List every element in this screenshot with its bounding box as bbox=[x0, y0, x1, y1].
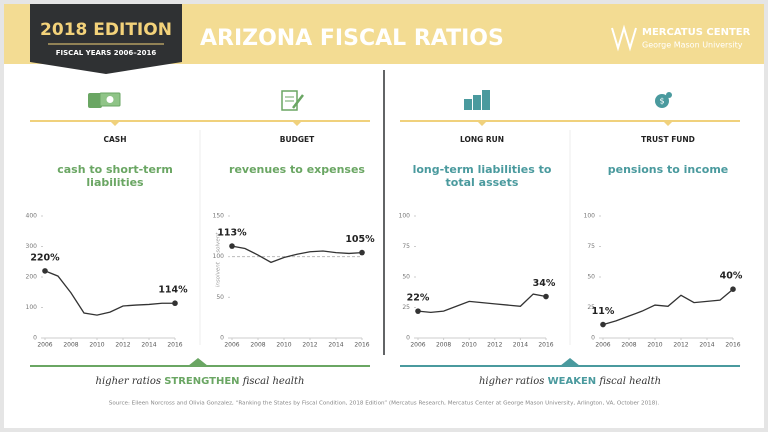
x-tick-label: 2012 bbox=[302, 342, 317, 349]
footer-notch bbox=[188, 358, 208, 366]
value-label: 114% bbox=[158, 285, 188, 296]
x-tick-label: 2010 bbox=[647, 342, 662, 349]
axis-annotation: insolvent bbox=[216, 261, 222, 287]
x-tick-label: 2016 bbox=[725, 342, 740, 349]
y-tick-label: 100 bbox=[213, 253, 225, 260]
y-tick-label: 50 bbox=[216, 294, 224, 301]
chart-subtitle: cash to short-term liabilities bbox=[57, 163, 173, 189]
y-tick-label: 100 bbox=[584, 213, 596, 220]
chart-title: BUDGET bbox=[280, 135, 315, 144]
x-tick-label: 2016 bbox=[538, 342, 553, 349]
y-tick-label: 0 bbox=[220, 335, 224, 342]
x-tick-label: 2006 bbox=[595, 342, 610, 349]
y-tick-label: 100 bbox=[399, 213, 411, 220]
x-tick-label: 2014 bbox=[513, 342, 528, 349]
y-tick-label: 0 bbox=[33, 335, 37, 342]
data-point bbox=[730, 286, 736, 293]
y-tick-label: 25 bbox=[402, 304, 410, 311]
data-point bbox=[42, 268, 48, 274]
data-point bbox=[229, 243, 235, 249]
footer-notch bbox=[560, 358, 580, 366]
x-tick-label: 2014 bbox=[328, 342, 343, 349]
x-tick-label: 2006 bbox=[410, 342, 425, 349]
cash-icon bbox=[88, 92, 121, 108]
x-tick-label: 2016 bbox=[354, 342, 369, 349]
data-point bbox=[600, 321, 606, 328]
y-tick-label: 400 bbox=[26, 213, 38, 220]
x-tick-label: 2012 bbox=[673, 342, 688, 349]
chart-subtitle: pensions to income bbox=[607, 163, 729, 176]
chart-title: LONG RUN bbox=[460, 135, 504, 144]
footer-post: fiscal health bbox=[242, 376, 305, 387]
data-point bbox=[543, 293, 549, 300]
trust-fund-icon: $ bbox=[655, 92, 672, 108]
value-label: 113% bbox=[217, 228, 247, 239]
x-tick-label: 2008 bbox=[250, 342, 265, 349]
footer-emph: WEAKEN bbox=[548, 376, 597, 387]
footer-post: fiscal health bbox=[598, 376, 661, 387]
x-tick-label: 2006 bbox=[224, 342, 239, 349]
edition: 2018 EDITION bbox=[40, 20, 172, 40]
y-tick-label: 25 bbox=[587, 304, 595, 311]
data-point bbox=[415, 308, 421, 314]
budget-icon bbox=[281, 90, 304, 111]
data-point bbox=[359, 249, 365, 256]
chart-subtitle: revenues to expenses bbox=[229, 163, 365, 176]
footer-pre: higher ratios bbox=[479, 376, 544, 387]
x-tick-label: 2014 bbox=[699, 342, 714, 349]
data-line bbox=[602, 288, 734, 326]
value-label: 40% bbox=[720, 271, 743, 282]
svg-text:$: $ bbox=[659, 97, 664, 106]
data-line bbox=[417, 293, 547, 314]
source: Source: Eileen Norcross and Olivia Gonza… bbox=[109, 401, 660, 407]
logo-mark bbox=[611, 24, 637, 52]
x-tick-label: 2010 bbox=[276, 342, 291, 349]
value-label: 220% bbox=[30, 252, 60, 263]
chart-subtitle: long-term liabilities to total assets bbox=[412, 163, 552, 189]
long-run-icon bbox=[464, 90, 490, 110]
y-tick-label: 300 bbox=[26, 243, 38, 250]
org-sub: George Mason University bbox=[642, 41, 743, 50]
y-tick-label: 50 bbox=[587, 274, 595, 281]
footer-right: higher ratios WEAKEN fiscal health bbox=[479, 376, 661, 388]
x-tick-label: 2008 bbox=[436, 342, 451, 349]
x-tick-label: 2012 bbox=[115, 342, 130, 349]
y-tick-label: 75 bbox=[402, 243, 410, 250]
data-line bbox=[44, 270, 175, 316]
axis-annotation: solvent bbox=[216, 232, 222, 253]
y-tick-label: 150 bbox=[213, 213, 225, 220]
value-label: 34% bbox=[533, 278, 556, 289]
value-label: 22% bbox=[407, 293, 430, 304]
value-label: 105% bbox=[345, 234, 375, 245]
y-tick-label: 200 bbox=[26, 274, 38, 281]
y-tick-label: 0 bbox=[406, 335, 410, 342]
y-tick-label: 0 bbox=[591, 335, 595, 342]
chart-title: TRUST FUND bbox=[641, 135, 695, 144]
x-tick-label: 2010 bbox=[89, 342, 104, 349]
years: FISCAL YEARS 2006–2016 bbox=[56, 49, 157, 57]
footer-pre: higher ratios bbox=[96, 376, 161, 387]
y-tick-label: 100 bbox=[26, 304, 38, 311]
data-line bbox=[231, 245, 363, 264]
x-tick-label: 2006 bbox=[37, 342, 52, 349]
footer-emph: STRENGTHEN bbox=[164, 376, 239, 387]
page-title: ARIZONA FISCAL RATIOS bbox=[200, 26, 504, 51]
footer-left: higher ratios STRENGTHEN fiscal health bbox=[96, 376, 305, 388]
x-tick-label: 2008 bbox=[63, 342, 78, 349]
x-tick-label: 2010 bbox=[462, 342, 477, 349]
x-tick-label: 2012 bbox=[487, 342, 502, 349]
edition-badge bbox=[30, 4, 182, 74]
x-tick-label: 2016 bbox=[167, 342, 182, 349]
value-label: 11% bbox=[592, 306, 615, 317]
x-tick-label: 2014 bbox=[141, 342, 156, 349]
data-point bbox=[172, 300, 178, 307]
x-tick-label: 2008 bbox=[621, 342, 636, 349]
org: MERCATUS CENTER bbox=[642, 27, 751, 38]
chart-title: CASH bbox=[104, 135, 127, 144]
y-tick-label: 50 bbox=[402, 274, 410, 281]
y-tick-label: 75 bbox=[587, 243, 595, 250]
